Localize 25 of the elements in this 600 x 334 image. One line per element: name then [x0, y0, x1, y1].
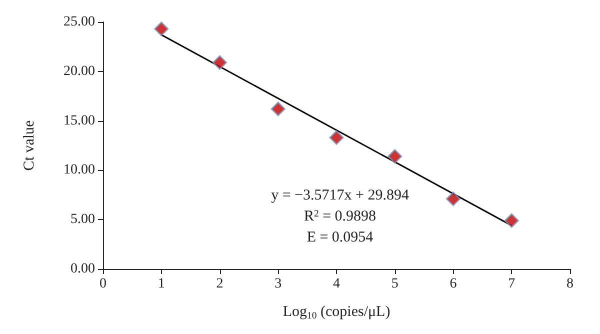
y-tick-label: 10.00: [64, 162, 95, 178]
x-tick-label: 6: [450, 276, 457, 292]
annotation: y = −3.5717x + 29.894: [271, 188, 410, 204]
y-tick-label: 25.00: [64, 14, 95, 30]
x-tick-label: 8: [566, 276, 574, 292]
point: [504, 213, 519, 228]
y-tick-label: 15.00: [64, 113, 95, 128]
x-tick-label: 5: [391, 276, 398, 292]
y-axis-title: Ct value: [22, 120, 38, 171]
point: [388, 149, 402, 164]
annotation: E = 0.0954: [306, 230, 374, 246]
x-tick-label: 7: [508, 276, 516, 292]
x-tick-label: 3: [274, 276, 282, 292]
y-tick-label: 0.00: [70, 262, 95, 276]
y-tick-label: 20.00: [64, 64, 95, 79]
x-tick-label: 0: [100, 276, 106, 292]
point: [446, 192, 460, 206]
y-tick-label: 5.00: [70, 212, 95, 228]
x-tick-label: 2: [216, 276, 224, 292]
point: [329, 130, 344, 145]
x-tick-label: 1: [158, 276, 165, 292]
point: [212, 55, 227, 70]
x-tick-label: 4: [333, 276, 340, 292]
point: [154, 22, 169, 36]
point: [270, 102, 286, 116]
